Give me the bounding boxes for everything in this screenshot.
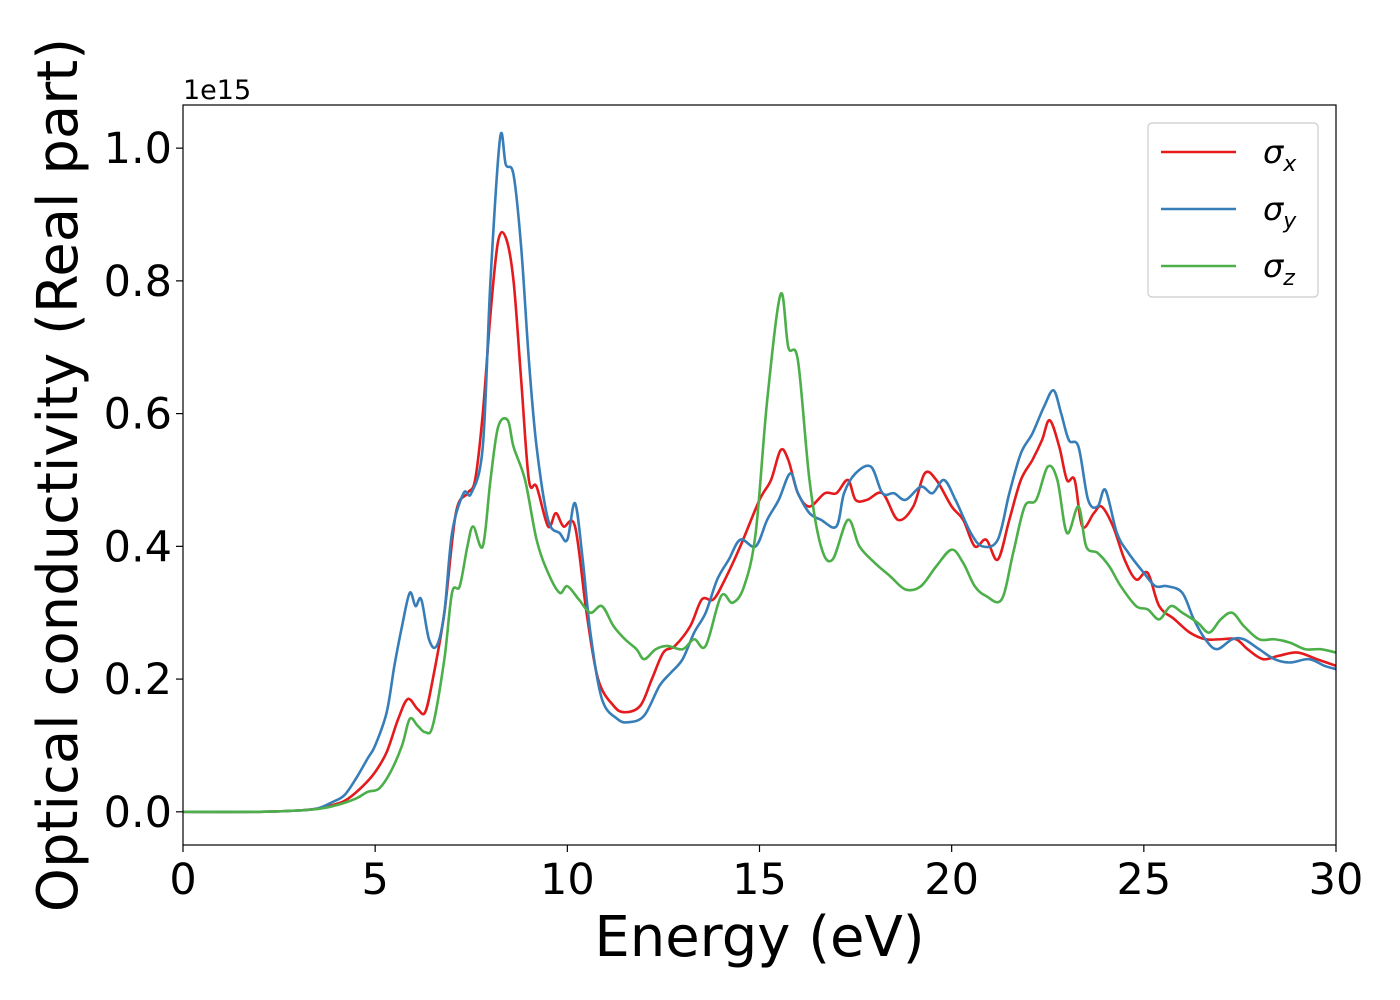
y-offset-text: 1e15 [183, 75, 251, 106]
series-line-y [182, 131, 1337, 814]
y-tick-label: 0.0 [104, 788, 172, 838]
legend-label-y: σy [1263, 190, 1297, 234]
y-tick-label: 0.2 [104, 655, 172, 705]
x-axis-title: Energy (eV) [594, 905, 924, 970]
legend-label-x: σx [1263, 133, 1297, 177]
x-tick-label: 30 [1309, 855, 1364, 905]
y-tick-label: 0.8 [104, 257, 172, 307]
x-tick-label: 10 [540, 855, 595, 905]
x-tick-label: 20 [924, 855, 979, 905]
y-axis-title: Optical conductivity (Real part) [26, 38, 91, 912]
y-tick-label: 1.0 [104, 124, 172, 174]
x-tick-label: 5 [361, 855, 388, 905]
x-tick-label: 15 [732, 855, 787, 905]
y-tick-label: 0.6 [104, 390, 172, 440]
legend-label-z: σz [1263, 247, 1295, 291]
x-tick-label: 25 [1116, 855, 1171, 905]
series-layer [182, 131, 1337, 814]
legend: σx σy σz [1147, 122, 1319, 298]
series-line-z [182, 291, 1337, 814]
ticks-layer: 0 5 10 15 20 25 30 0.0 0.2 0.4 0.6 0.8 1.0 [104, 124, 1364, 905]
x-tick-label: 0 [169, 855, 196, 905]
y-tick-label: 0.4 [104, 522, 172, 572]
series-line-x [182, 230, 1337, 814]
